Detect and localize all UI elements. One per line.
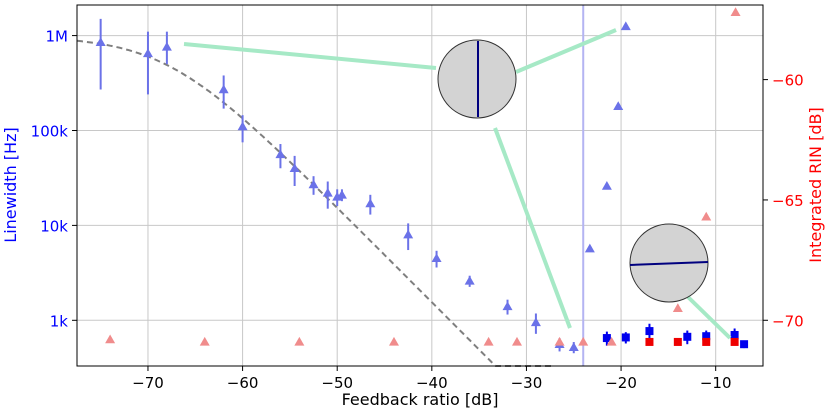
- x-tick-label: −70: [132, 374, 164, 392]
- y-left-tick-label: 1k: [50, 312, 69, 330]
- y-right-axis-ticks: −70 −65 −60: [763, 72, 804, 330]
- linewidth-triangle-point: [308, 179, 319, 189]
- linewidth-square-point: [645, 327, 654, 336]
- x-tick-label: −60: [227, 374, 259, 392]
- rin-triangle-point: [199, 336, 210, 346]
- fit-curve: [76, 39, 555, 367]
- rin-triangle-point: [730, 7, 741, 16]
- rin-square-point: [730, 337, 739, 346]
- y-left-axis-label: Linewidth [Hz]: [1, 127, 20, 242]
- x-tick-label: −20: [605, 374, 637, 392]
- linewidth-triangle-point: [464, 275, 475, 285]
- y-right-tick-label: −70: [772, 312, 804, 330]
- linewidth-triangle-point: [322, 187, 333, 197]
- plot-frame: [76, 4, 764, 367]
- linewidth-triangle-point: [620, 21, 631, 31]
- rin-triangle-point: [388, 336, 399, 346]
- linewidth-triangle-point: [403, 229, 414, 239]
- linewidth-triangle-point: [365, 198, 376, 208]
- rin-square-series: [645, 337, 739, 346]
- linewidth-triangle-point: [218, 84, 229, 94]
- inset-arrow-right: [515, 28, 617, 74]
- y-left-tick-label: 1M: [46, 28, 69, 46]
- linewidth-square-point: [702, 332, 711, 341]
- linewidth-triangle-point: [336, 189, 347, 199]
- y-left-tick-label: 100k: [31, 122, 69, 140]
- linewidth-square-point: [740, 340, 749, 349]
- y-right-tick-label: −65: [772, 192, 804, 210]
- rin-triangle-point: [578, 336, 589, 346]
- y-right-tick-label: −60: [772, 72, 804, 90]
- x-axis-ticks: −70 −60 −50 −40 −30 −20 −10: [132, 366, 732, 392]
- x-tick-label: −40: [416, 374, 448, 392]
- linewidth-triangle-point: [161, 41, 172, 51]
- linewidth-square-point: [683, 332, 692, 341]
- rin-triangle-point: [554, 336, 565, 346]
- linewidth-square-series: [602, 323, 749, 349]
- linewidth-triangle-point: [142, 48, 153, 58]
- rin-square-point: [645, 337, 654, 346]
- inset-arrow-left: [183, 42, 437, 70]
- linewidth-triangle-series: [95, 18, 631, 354]
- linewidth-triangle-point: [584, 243, 595, 253]
- rin-square-point: [702, 337, 711, 346]
- linewidth-square-point: [621, 333, 630, 342]
- rin-triangle-point: [483, 336, 494, 346]
- linewidth-triangle-point: [431, 253, 442, 263]
- inset-arrow-lower-right: [686, 295, 732, 340]
- y-left-tick-label: 10k: [40, 217, 68, 235]
- linewidth-square-point: [602, 334, 611, 343]
- rin-triangle-point: [606, 336, 617, 346]
- inset-arrow-down: [493, 127, 572, 329]
- rin-triangle-point: [701, 211, 712, 221]
- polarization-insets: [183, 28, 732, 340]
- linewidth-triangle-point: [95, 37, 106, 47]
- grid: [77, 5, 763, 366]
- linewidth-triangle-point: [289, 163, 300, 173]
- rin-triangle-point: [105, 334, 116, 344]
- y-right-axis-label: Integrated RIN [dB]: [806, 107, 825, 262]
- linewidth-triangle-point: [601, 181, 612, 190]
- y-left-axis-ticks: 1k 10k 100k 1M: [31, 28, 77, 330]
- linewidth-square-point: [730, 331, 739, 340]
- polarization-inset-horizontal: [629, 223, 709, 303]
- linewidth-triangle-point: [502, 301, 513, 311]
- rin-triangle-point: [294, 336, 305, 346]
- rin-triangle-point: [672, 303, 683, 312]
- x-axis-label: Feedback ratio [dB]: [342, 390, 499, 409]
- linewidth-triangle-point: [568, 342, 579, 352]
- linewidth-triangle-point: [237, 121, 248, 131]
- x-tick-label: −10: [700, 374, 732, 392]
- rin-triangle-point: [511, 336, 522, 346]
- linewidth-triangle-point: [613, 101, 624, 111]
- rin-triangle-series: [105, 7, 741, 346]
- linewidth-triangle-point: [275, 149, 286, 159]
- x-tick-label: −50: [321, 374, 353, 392]
- x-tick-label: −30: [511, 374, 543, 392]
- rin-square-point: [673, 337, 682, 346]
- polarization-inset-vertical: [437, 39, 517, 119]
- linewidth-triangle-point: [530, 317, 541, 327]
